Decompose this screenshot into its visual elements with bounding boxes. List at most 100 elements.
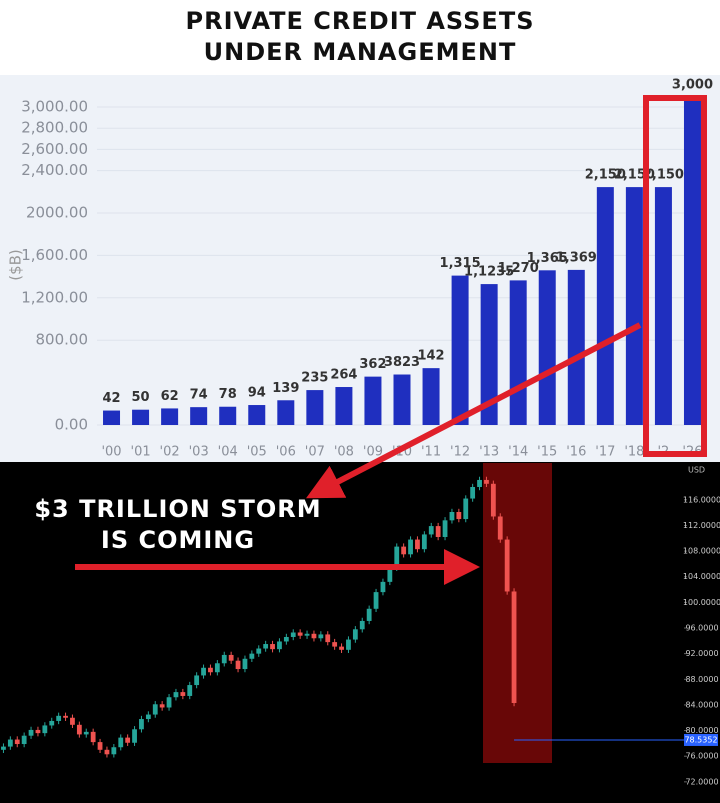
y-tick-label: 84.0000 bbox=[685, 700, 718, 709]
y-tick-label: 2000.00 bbox=[26, 204, 88, 222]
value-label: 1,1235 bbox=[464, 265, 514, 280]
candle-body bbox=[125, 737, 131, 743]
x-tick-label: '17 bbox=[595, 445, 615, 460]
candle-body bbox=[408, 539, 413, 555]
candle-body bbox=[139, 719, 144, 730]
candle-body bbox=[76, 724, 82, 735]
candle-body bbox=[449, 511, 455, 521]
chart-title: PRIVATE CREDIT ASSETS bbox=[186, 7, 535, 35]
candle-body bbox=[442, 520, 448, 537]
value-label: 50 bbox=[132, 390, 150, 405]
x-tick-label: '16 bbox=[566, 445, 586, 460]
candle-body bbox=[463, 498, 469, 520]
candle-body bbox=[242, 658, 248, 670]
candle-body bbox=[104, 749, 110, 755]
value-label: 264 bbox=[330, 368, 357, 383]
value-label: 139 bbox=[272, 381, 299, 396]
x-tick-label: '01 bbox=[131, 445, 151, 460]
x-tick-label: '02 bbox=[160, 445, 180, 460]
value-label: 78 bbox=[219, 387, 237, 402]
value-label: 1,365 bbox=[527, 251, 568, 266]
bar bbox=[422, 368, 440, 425]
overlay-text: $3 TRILLION STORM bbox=[34, 495, 321, 523]
candle-body bbox=[35, 729, 41, 734]
candle-body bbox=[145, 714, 151, 720]
y-tick-label: 116.0000 bbox=[683, 495, 720, 504]
candle-body bbox=[311, 633, 317, 639]
candle-body bbox=[83, 731, 89, 735]
y-tick-label: 3,000.00 bbox=[21, 98, 88, 116]
candle-body bbox=[456, 511, 462, 520]
candle-body bbox=[373, 592, 379, 609]
value-label: 74 bbox=[190, 388, 208, 403]
candle-body bbox=[56, 715, 62, 721]
bar bbox=[683, 97, 701, 425]
y-tick-label: 72.0000 bbox=[685, 777, 718, 786]
candle-body bbox=[28, 729, 34, 736]
candle-body bbox=[497, 516, 503, 540]
arrow bbox=[306, 322, 642, 499]
x-tick-label: '12 bbox=[450, 445, 470, 460]
x-tick-label: '09 bbox=[363, 445, 383, 460]
bar bbox=[277, 400, 295, 425]
bar bbox=[161, 408, 179, 425]
bar bbox=[306, 390, 324, 425]
bar bbox=[364, 376, 382, 425]
candle-body bbox=[208, 667, 213, 673]
value-label: 1,270 bbox=[498, 261, 539, 276]
candle-body bbox=[63, 715, 68, 718]
candle-body bbox=[21, 735, 27, 745]
candle-body bbox=[49, 720, 55, 726]
candle-body bbox=[152, 704, 158, 715]
bar bbox=[248, 405, 266, 425]
candle-body bbox=[470, 486, 476, 499]
bar bbox=[219, 406, 237, 425]
candle-body bbox=[111, 747, 117, 755]
candle-body bbox=[359, 620, 365, 630]
y-tick-label: 1,200.00 bbox=[21, 288, 88, 306]
candle-body bbox=[270, 644, 275, 650]
candle-body bbox=[325, 634, 331, 643]
candle-body bbox=[1, 746, 6, 750]
candle-body bbox=[256, 648, 262, 654]
bar bbox=[335, 387, 353, 425]
candle-body bbox=[221, 654, 227, 664]
x-tick-label: '18 bbox=[624, 445, 644, 460]
candle-body bbox=[277, 641, 282, 650]
x-tick-label: '00 bbox=[101, 445, 121, 460]
x-tick-label: '04 bbox=[218, 445, 238, 460]
bar bbox=[509, 280, 527, 425]
candle-body bbox=[194, 675, 200, 686]
candle-body bbox=[214, 663, 220, 673]
candle-body bbox=[187, 685, 193, 696]
candle-body bbox=[132, 729, 137, 743]
candle-body bbox=[428, 526, 434, 535]
y-tick-label: 112.0000 bbox=[683, 521, 720, 530]
value-label: 42 bbox=[102, 391, 120, 406]
value-label: 94 bbox=[248, 386, 266, 401]
candle-body bbox=[318, 634, 324, 639]
candle-body bbox=[249, 653, 255, 659]
candle-body bbox=[380, 581, 386, 593]
candle-body bbox=[511, 591, 517, 704]
y-tick-label: 2,800.00 bbox=[21, 119, 88, 137]
candle-body bbox=[504, 539, 510, 592]
bar bbox=[654, 187, 672, 425]
bar bbox=[103, 410, 121, 425]
candle-body bbox=[290, 632, 296, 637]
value-label: 1,369 bbox=[556, 250, 597, 265]
candle-body bbox=[401, 546, 407, 555]
y-tick-label: 88.0000 bbox=[685, 675, 718, 684]
value-label: 2,150 bbox=[585, 168, 626, 183]
y-tick-label: 2,400.00 bbox=[21, 161, 88, 179]
bar bbox=[625, 187, 643, 425]
value-label: 235 bbox=[301, 371, 328, 386]
candle-body bbox=[14, 739, 20, 745]
candle-body bbox=[339, 646, 344, 650]
candle-body bbox=[346, 639, 351, 650]
candle-body bbox=[366, 608, 372, 621]
value-label: 3,000 bbox=[672, 78, 713, 93]
value-label: 1,315 bbox=[440, 256, 481, 271]
x-tick-label: '03 bbox=[189, 445, 209, 460]
